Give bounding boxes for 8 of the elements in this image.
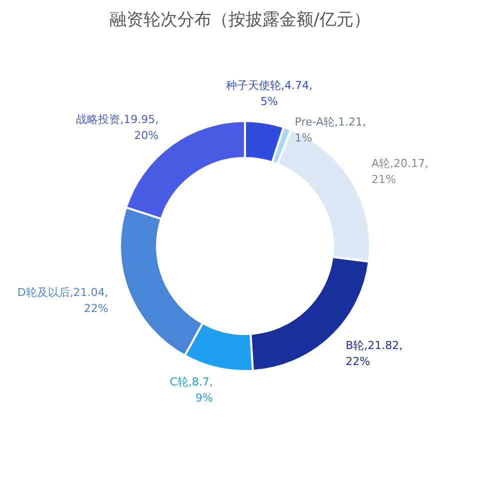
slice-label: Pre-A轮,1.21,1% (294, 116, 366, 145)
slice-label: B轮,21.82,22% (346, 339, 403, 368)
slice-label: 种子天使轮,4.74,5% (226, 78, 312, 108)
slice-label: C轮,8.7,9% (170, 375, 213, 404)
slice-label: A轮,20.17,21% (372, 157, 429, 186)
slice-label: D轮及以后,21.04,22% (17, 286, 108, 316)
chart-title: 融资轮次分布（按披露金额/亿元） (108, 9, 372, 31)
slice-label: 战略投资,19.95,20% (76, 113, 159, 142)
